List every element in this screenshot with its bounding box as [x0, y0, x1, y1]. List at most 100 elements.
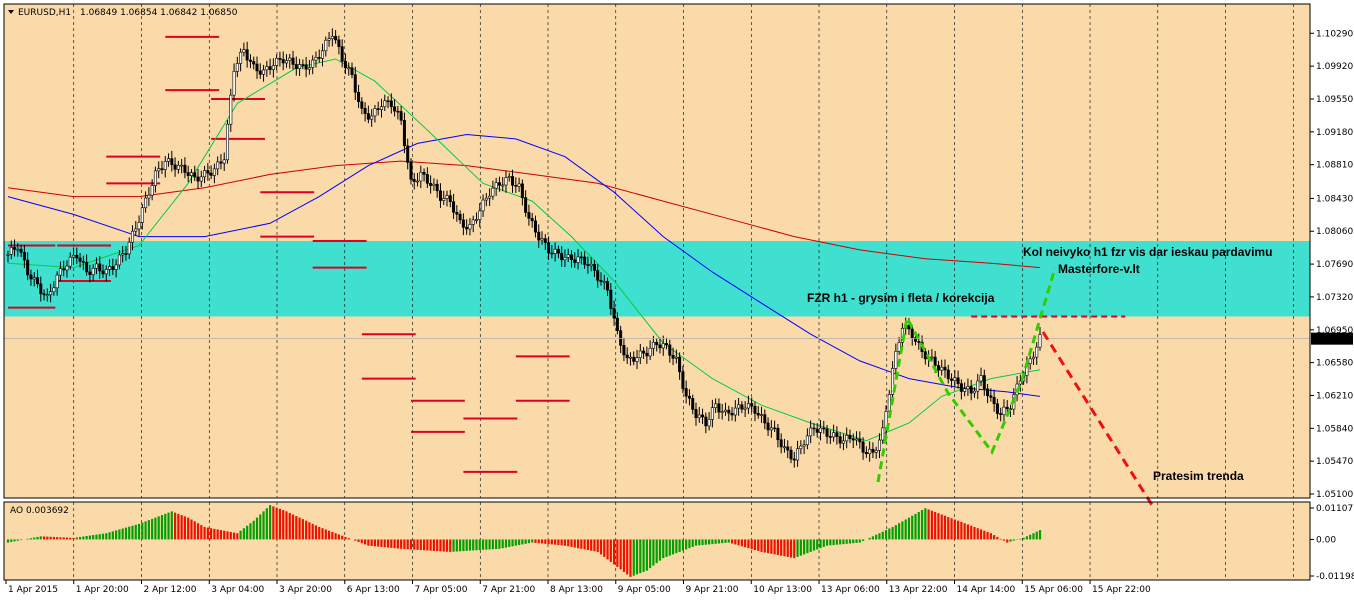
candle-body [969, 386, 973, 394]
candle-body [281, 59, 285, 64]
candle-body [658, 344, 662, 349]
y-tick-label: 1.08430 [1316, 194, 1353, 204]
candle-body [180, 164, 184, 167]
candle-body [864, 452, 868, 454]
candle-body [527, 212, 531, 219]
candle-body [874, 450, 878, 453]
candle-body [163, 161, 167, 170]
candle-body [779, 439, 783, 448]
candle-body [399, 111, 403, 121]
candle-body [1038, 334, 1042, 348]
candle-body [425, 174, 429, 184]
candle-body [39, 283, 43, 294]
candle-body [701, 414, 705, 418]
candle-body [619, 330, 623, 346]
candle-body [773, 427, 777, 430]
candle-body [651, 341, 655, 349]
candle-body [68, 256, 72, 267]
x-tick-label: 3 Apr 20:00 [279, 585, 332, 595]
candle-body [841, 440, 845, 444]
candle-body [366, 113, 370, 120]
candle-body [72, 254, 76, 258]
x-tick-label: 9 Apr 21:00 [686, 585, 739, 595]
candle-body [419, 171, 423, 182]
x-tick-label: 10 Apr 13:00 [753, 585, 812, 595]
candle-body [81, 261, 85, 263]
candle-body [796, 448, 800, 461]
candle-body [966, 386, 970, 390]
candle-body [707, 419, 711, 427]
chart-menu-icon[interactable] [8, 10, 14, 14]
candle-body [304, 64, 308, 70]
x-tick-label: 13 Apr 22:00 [889, 585, 948, 595]
candle-body [586, 264, 590, 267]
candle-body [301, 64, 305, 66]
candle-body [203, 170, 207, 178]
candle-body [491, 187, 495, 197]
candle-body [786, 446, 790, 451]
candle-body [684, 388, 688, 397]
x-tick-label: 2 Apr 12:00 [144, 585, 197, 595]
candle-body [442, 198, 446, 201]
x-axis: 1 Apr 2015 1 Apr 20:00 2 Apr 12:00 3 Apr 04… [5, 580, 1151, 595]
candle-body [858, 438, 862, 443]
candle-body [16, 248, 20, 251]
candle-body [58, 268, 62, 276]
candle-body [691, 398, 695, 410]
x-tick-label: 7 Apr 21:00 [482, 585, 535, 595]
ao-tick-label: -0.011985 [1316, 572, 1354, 582]
candle-body [429, 183, 433, 186]
candle-body [347, 67, 351, 70]
candle-body [668, 344, 672, 356]
y-tick-label: 1.05100 [1316, 490, 1353, 500]
candle-body [321, 50, 325, 59]
candle-body [979, 375, 983, 382]
y-tick-label: 1.09920 [1316, 62, 1353, 72]
candle-body [976, 380, 980, 392]
candle-body [465, 226, 469, 230]
candle-body [265, 66, 269, 71]
candle-body [62, 268, 66, 271]
candle-body [278, 58, 282, 60]
candle-body [176, 165, 180, 170]
x-tick-label: 9 Apr 05:00 [618, 585, 671, 595]
candle-body [845, 434, 849, 442]
candle-body [897, 342, 901, 352]
candle-body [570, 254, 574, 260]
candle-body [343, 61, 347, 69]
candle-body [389, 100, 393, 108]
x-tick-label: 1 Apr 2015 [8, 585, 58, 595]
candle-body [275, 58, 279, 66]
y-tick-label: 1.09180 [1316, 128, 1353, 138]
annotation-kol: Kol neivyko h1 fzr vis dar ieskau pardav… [1023, 245, 1272, 259]
candle-body [825, 428, 829, 437]
candle-body [117, 254, 121, 266]
candle-body [720, 411, 724, 413]
candle-body [186, 172, 190, 176]
candle-body [737, 404, 741, 409]
ao-tick-label: 0.011077 [1316, 504, 1354, 514]
candle-body [665, 343, 669, 346]
candle-body [85, 261, 89, 273]
candle-body [615, 317, 619, 331]
candle-body [822, 427, 826, 430]
candle-body [628, 356, 632, 359]
annotation-trend: Pratesim trenda [1153, 469, 1244, 483]
candle-body [65, 265, 69, 271]
candle-body [94, 263, 98, 269]
price-pane-frame [3, 3, 1311, 499]
candle-body [563, 257, 567, 261]
candle-body [226, 123, 230, 161]
chart-symbol: EURUSD,H1 [18, 8, 71, 18]
candle-body [160, 168, 164, 170]
candle-body [42, 293, 46, 296]
x-tick-label: 7 Apr 05:00 [415, 585, 468, 595]
candle-body [550, 252, 554, 255]
candle-body [540, 238, 544, 241]
candle-body [714, 403, 718, 408]
candle-body [75, 254, 79, 259]
candle-body [661, 343, 665, 349]
candle-body [353, 74, 357, 93]
candle-body [402, 120, 406, 147]
